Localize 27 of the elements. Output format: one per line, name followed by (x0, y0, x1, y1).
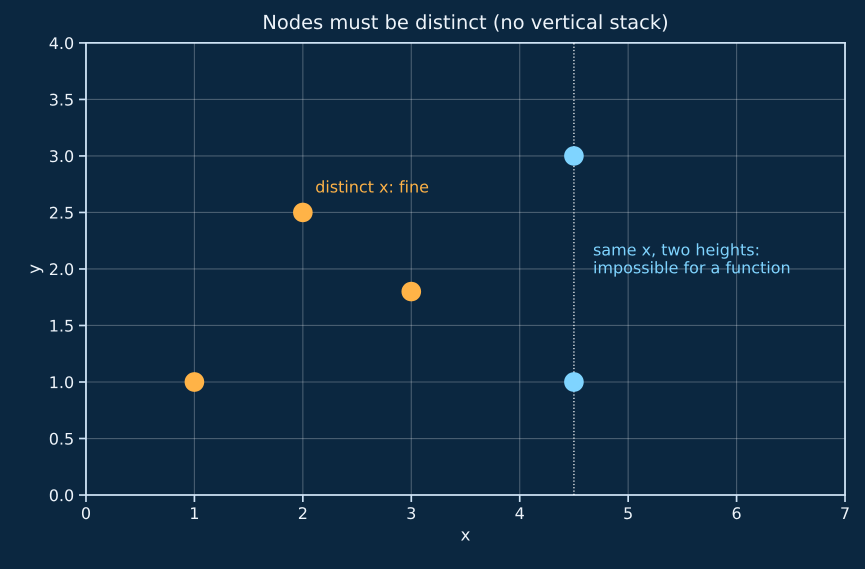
y-tick-label: 3.5 (50, 94, 73, 106)
x-tick-label: 3 (407, 507, 416, 520)
y-axis-title: y (30, 264, 44, 274)
x-tick-label: 1 (191, 507, 198, 519)
y-tick-label: 2.0 (50, 263, 74, 276)
y-tick-label: 1.0 (50, 376, 74, 388)
x-tick-label: 4 (515, 507, 524, 519)
x-tick-label: 6 (732, 507, 741, 520)
point (184, 372, 204, 392)
point (564, 146, 584, 166)
y-tick-label: 2.5 (50, 206, 73, 219)
point (401, 282, 422, 302)
x-tick-label: 0 (82, 507, 90, 520)
x-tick-label: 2 (298, 507, 306, 519)
y-tick-label: 4.0 (50, 37, 74, 50)
x-tick-label: 5 (624, 507, 632, 520)
annotation: same x, two heights: impossible for a function (594, 243, 790, 277)
point (293, 202, 313, 222)
chart-title: Nodes must be distinct (no vertical stack) (264, 14, 667, 32)
x-tick-label: 7 (841, 507, 849, 519)
x-axis-title: x (461, 531, 470, 541)
y-tick-label: 3.0 (50, 150, 74, 162)
annotation: distinct x: fine (316, 180, 428, 193)
y-tick-label: 0.0 (50, 489, 74, 502)
y-tick-label: 1.5 (50, 320, 73, 332)
y-tick-label: 0.5 (50, 432, 73, 445)
point (564, 372, 584, 392)
